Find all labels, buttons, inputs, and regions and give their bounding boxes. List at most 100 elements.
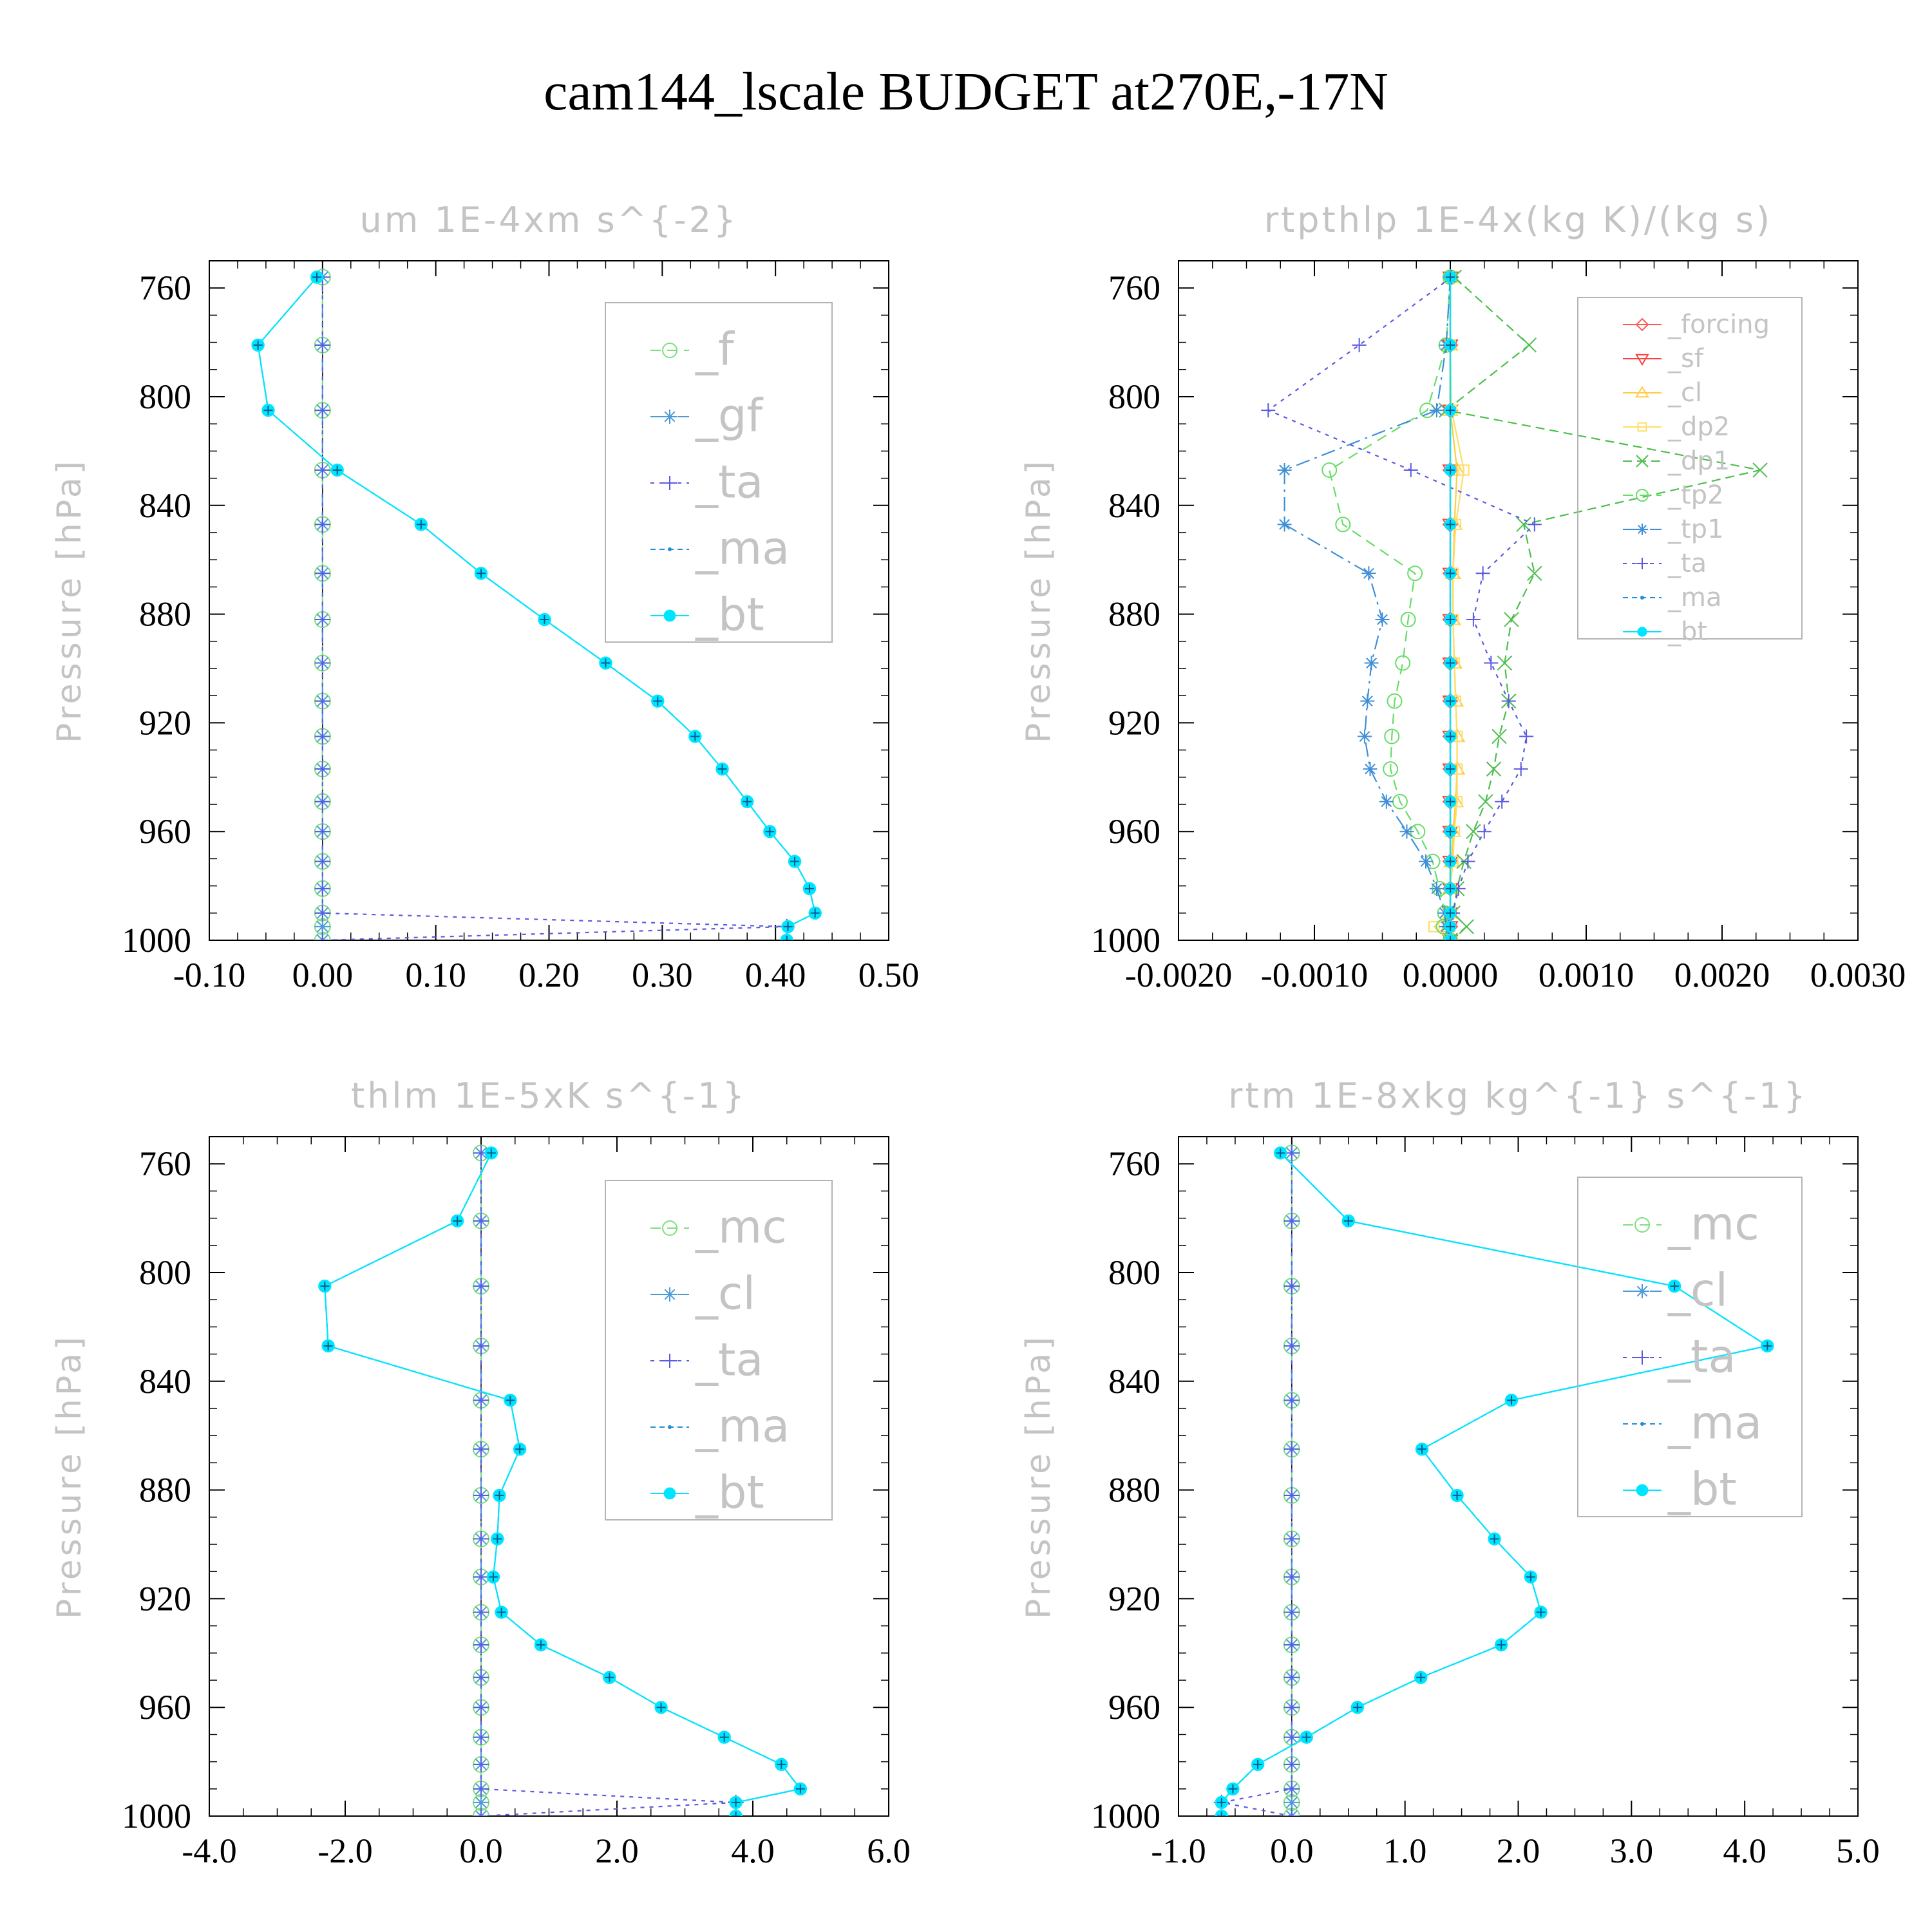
data-point (1458, 464, 1470, 476)
data-point-center (1506, 1396, 1516, 1405)
x-tick-label: 4.0 (731, 1832, 775, 1870)
data-point-center (810, 908, 820, 918)
data-point (1375, 612, 1390, 627)
y-tick-label: 920 (139, 1579, 191, 1618)
data-point-center (312, 272, 322, 282)
legend-item: _sf (1623, 344, 1704, 374)
data-point-center (1302, 1732, 1311, 1742)
legend-swatch-marker (1636, 524, 1648, 535)
x-tick-label: 6.0 (867, 1832, 911, 1870)
data-point-center (536, 1640, 545, 1650)
data-point-center (453, 1216, 462, 1226)
legend-label: _bt (1667, 1463, 1737, 1515)
data-point (1419, 854, 1434, 869)
data-point (1283, 1729, 1300, 1745)
panel-1: um 1E-4xm s^{-2} Pressure [hPa] -0.10 0.00 0… (50, 200, 919, 994)
data-point-center (506, 1396, 515, 1405)
data-point-center (656, 1703, 666, 1712)
data-point-center (731, 1812, 741, 1816)
data-point-center (1446, 908, 1455, 918)
legend-frame (1577, 297, 1803, 639)
legend-frame (605, 302, 833, 643)
x-tick-label: -0.0020 (1125, 956, 1232, 994)
data-point-center (497, 1607, 506, 1617)
data-point (1492, 728, 1507, 744)
series-tp2 (1321, 269, 1458, 940)
series-ta (1261, 270, 1542, 940)
data-point-center (1452, 1491, 1462, 1501)
panel-title: rtpthlp 1E-4x(kg K)/(kg s) (1264, 200, 1772, 240)
x-tick-label: 0.0 (1270, 1832, 1314, 1870)
legend-item: _gf (650, 389, 763, 442)
plot-frame (1178, 260, 1859, 941)
data-point (1513, 762, 1528, 777)
legend-label: _ma (1667, 583, 1721, 612)
legend-item: _mc (650, 1200, 787, 1253)
legend-swatch-marker (1640, 1422, 1644, 1426)
data-point (1486, 761, 1502, 777)
data-point-center (332, 465, 342, 475)
data-point-center (1763, 1341, 1772, 1350)
legend-frame (1577, 1177, 1803, 1517)
legend-item: _ta (650, 1333, 763, 1386)
panel-4: rtm 1E-8xkg kg^{-1} s^{-1} Pressure [hPa]… (1019, 1075, 1880, 1870)
data-point (314, 337, 330, 353)
y-tick-label: 760 (139, 269, 191, 307)
legend: _f _gf _ta _ma _bt (605, 302, 833, 643)
data-point (1387, 693, 1403, 709)
data-point (1335, 516, 1351, 533)
data-point-center (1276, 1148, 1285, 1158)
panel-2: rtpthlp 1E-4x(kg K)/(kg s) Pressure [hPa]… (1019, 200, 1906, 994)
data-point-center (1446, 569, 1455, 578)
series-ta (314, 269, 795, 940)
data-point (473, 1794, 489, 1810)
legend-item: _ma (1623, 583, 1721, 612)
series-bt (1215, 1146, 1774, 1816)
y-tick-label: 960 (1108, 1688, 1160, 1727)
data-point (1429, 403, 1444, 418)
y-tick-label: 840 (1108, 486, 1160, 525)
data-point-center (320, 1282, 330, 1291)
data-point (1399, 824, 1414, 839)
legend-label: _mc (695, 1200, 787, 1253)
panel-3: thlm 1E-5xK s^{-1} Pressure [hPa] -4.0 -2.0… (50, 1075, 911, 1870)
data-point (1379, 794, 1394, 809)
legend-swatch-marker (1635, 1350, 1649, 1365)
legend-swatch-marker (663, 1287, 677, 1302)
y-tick-label: 760 (1108, 1144, 1160, 1183)
data-point (1497, 655, 1513, 671)
series-line (1267, 276, 1536, 940)
data-point (1752, 462, 1768, 478)
data-point (473, 1569, 489, 1585)
data-point-center (1446, 884, 1455, 893)
data-point (473, 1604, 489, 1620)
legend: _mc _cl _ta _ma _bt (605, 1180, 833, 1520)
x-tick-label: 5.0 (1836, 1832, 1880, 1870)
data-point (473, 1531, 489, 1547)
legend-label: _forcing (1667, 310, 1770, 339)
data-point (1395, 655, 1411, 671)
x-tick-label: 2.0 (595, 1832, 639, 1870)
data-point-center (1352, 1703, 1362, 1712)
data-point (1283, 1213, 1300, 1229)
data-point-center (1446, 764, 1455, 774)
data-point (1283, 1604, 1300, 1620)
data-point (314, 728, 330, 744)
legend-item: _mc (1623, 1197, 1759, 1250)
legend-item: _cl (1623, 378, 1702, 408)
data-point-center (790, 857, 800, 866)
panels: um 1E-4xm s^{-2}Pressure [hPa]-0.10 0.00 0… (50, 200, 1906, 1870)
y-tick-label: 880 (1108, 1471, 1160, 1510)
data-point-center (605, 1672, 614, 1682)
y-tick-label: 960 (139, 1688, 191, 1727)
data-point (1283, 1338, 1300, 1354)
data-point (314, 905, 330, 921)
legend-label: _ta (695, 1333, 763, 1386)
data-point (1477, 824, 1492, 839)
data-point (314, 824, 330, 840)
data-point (473, 1729, 489, 1745)
data-point (314, 402, 330, 419)
data-point-center (1446, 936, 1455, 940)
data-point (1484, 656, 1499, 670)
data-point-center (493, 1534, 502, 1544)
